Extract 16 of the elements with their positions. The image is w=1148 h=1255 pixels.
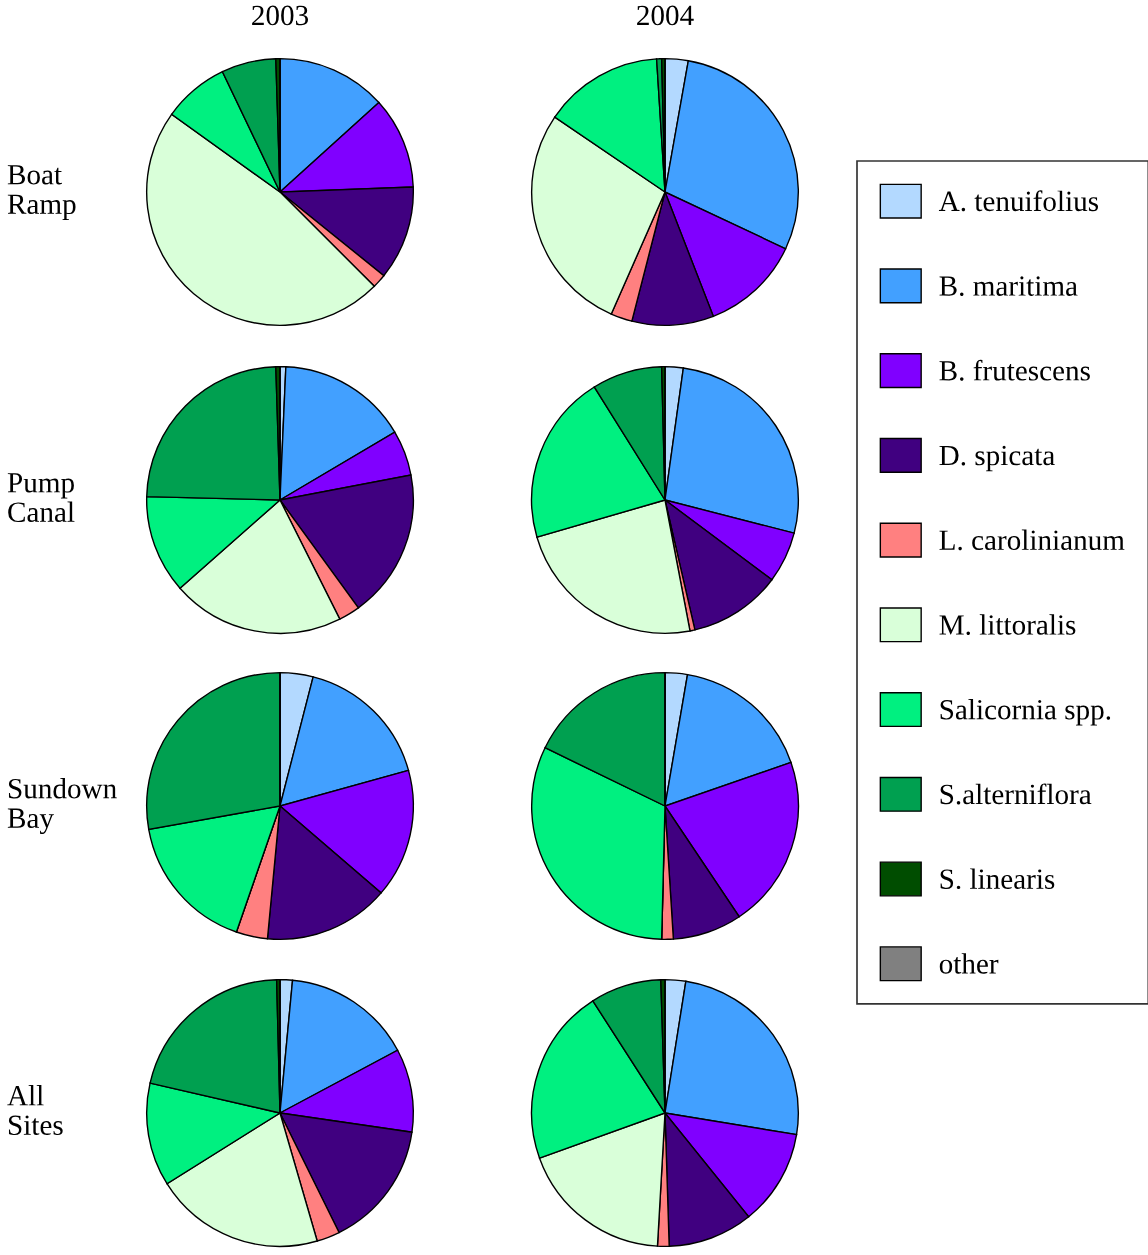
legend-label: other <box>939 953 999 974</box>
chart-title: 2003 <box>252 5 309 26</box>
text: All Sites <box>7 1085 63 1136</box>
legend-label: D. spicata <box>939 445 1055 472</box>
chart-title: 2004 <box>637 5 694 26</box>
legend-label: Salicornia spp. <box>940 699 1111 726</box>
legend-label: B. maritima <box>939 276 1078 297</box>
legend-label: B. frutescens <box>939 359 1090 381</box>
text: Pump Canal <box>7 473 75 523</box>
legend-label: M. littoralis <box>939 614 1076 635</box>
legend-label: L. carolinianum <box>939 529 1125 551</box>
legend-label: S.alterniflora <box>940 783 1092 805</box>
legend-label: A. tenuifolius <box>938 190 1099 212</box>
text: Sundown Bay <box>7 777 117 835</box>
text: Boat Ramp <box>7 165 76 220</box>
legend-label: S. linearis <box>940 868 1055 890</box>
